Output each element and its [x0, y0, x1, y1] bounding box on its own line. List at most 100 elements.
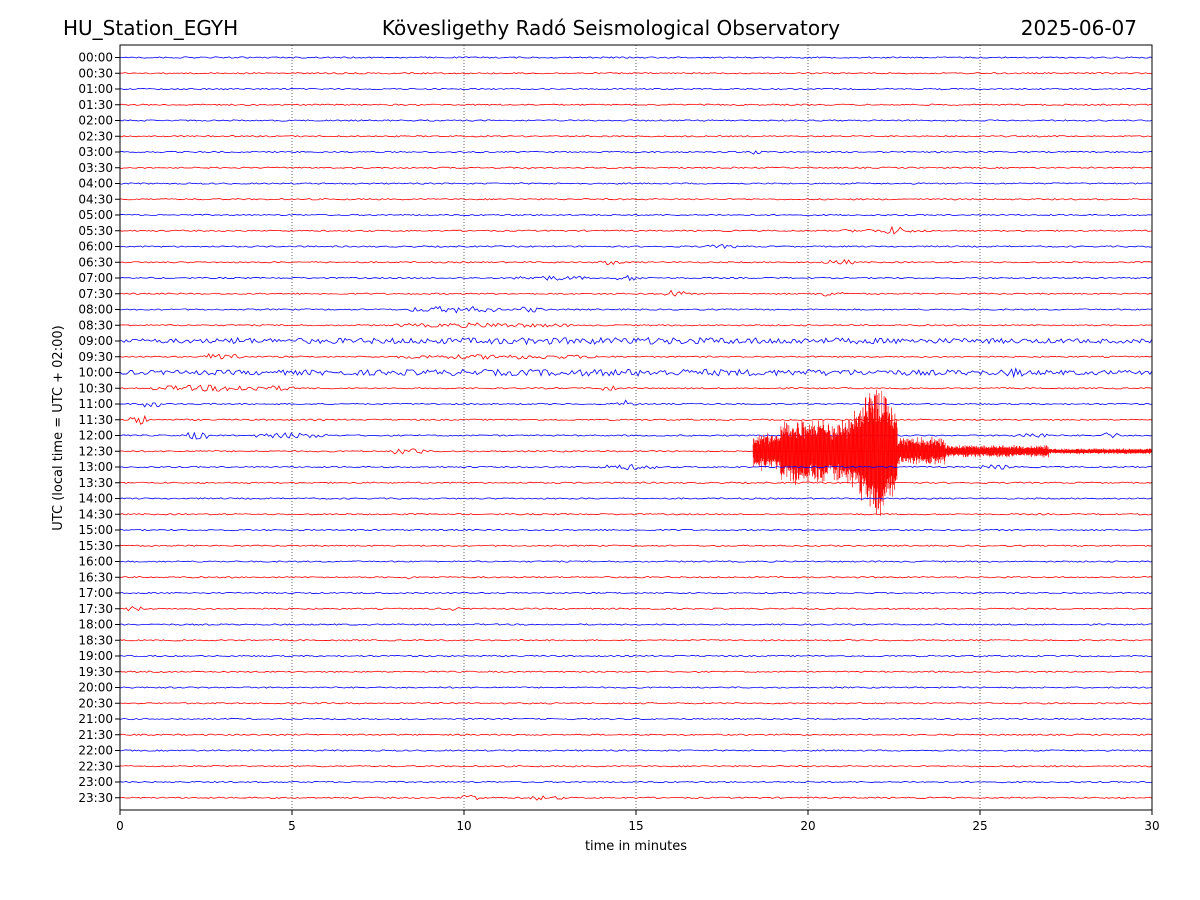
y-tick-label: 12:30	[78, 444, 113, 458]
y-tick-label: 09:30	[78, 350, 113, 364]
y-tick-label: 11:30	[78, 413, 113, 427]
x-tick-label: 30	[1144, 819, 1159, 833]
seismic-trace	[119, 639, 1153, 642]
y-tick-label: 21:30	[78, 728, 113, 742]
y-tick-label: 22:30	[78, 759, 113, 773]
event-waveform	[752, 389, 1153, 516]
seismic-trace	[119, 182, 1153, 185]
y-tick-label: 00:00	[78, 51, 113, 65]
y-tick-label: 01:30	[78, 98, 113, 112]
seismic-trace	[119, 56, 1153, 59]
seismic-trace	[119, 336, 1153, 346]
y-tick-label: 06:00	[78, 240, 113, 254]
seismic-trace	[119, 544, 1153, 547]
seismic-trace	[119, 225, 1153, 235]
x-axis: 0 5 10 15 20 25 30	[116, 810, 1160, 833]
y-tick-label: 10:30	[78, 381, 113, 395]
y-tick-label: 22:00	[78, 744, 113, 758]
seismic-trace	[119, 305, 1153, 314]
y-tick-label: 14:00	[78, 492, 113, 506]
seismic-trace	[119, 765, 1153, 768]
x-tick-label: 5	[288, 819, 296, 833]
y-tick-label: 03:30	[78, 161, 113, 175]
y-tick-label: 23:00	[78, 775, 113, 789]
seismic-trace	[119, 431, 1153, 440]
observatory-title: Kövesligethy Radó Seismological Observat…	[382, 16, 840, 40]
y-tick-label: 15:00	[78, 523, 113, 537]
seismic-trace	[119, 72, 1153, 75]
y-tick-label: 06:30	[78, 255, 113, 269]
seismic-trace	[119, 794, 1153, 801]
seismic-trace	[119, 119, 1153, 122]
seismic-trace	[119, 448, 1152, 455]
y-tick-label: 23:30	[78, 791, 113, 805]
seismic-trace	[119, 322, 1152, 328]
seismic-trace	[119, 497, 1153, 500]
y-tick-label: 14:30	[78, 507, 113, 521]
trace-group	[119, 56, 1153, 801]
seismic-trace	[119, 528, 1153, 532]
y-tick-label: 02:00	[78, 114, 113, 128]
seismic-trace	[119, 103, 1153, 106]
y-tick-label: 05:00	[78, 208, 113, 222]
seismic-trace	[119, 289, 1153, 297]
y-tick-label: 04:30	[78, 192, 113, 206]
seismic-trace	[119, 513, 1153, 516]
seismic-trace	[119, 702, 1153, 705]
y-axis-label: UTC (local time = UTC + 02:00)	[51, 325, 66, 530]
y-tick-label: 02:30	[78, 129, 113, 143]
y-tick-label: 07:00	[78, 271, 113, 285]
x-tick-label: 25	[972, 819, 987, 833]
y-tick-label: 16:00	[78, 555, 113, 569]
seismic-trace	[119, 576, 1153, 580]
seismic-trace	[119, 686, 1153, 689]
seismic-trace	[119, 353, 1153, 360]
seismic-trace	[119, 733, 1153, 736]
x-tick-label: 15	[628, 819, 643, 833]
y-tick-label: 15:30	[78, 539, 113, 553]
seismic-trace	[119, 606, 1153, 612]
seismic-trace	[119, 87, 1153, 91]
y-tick-label: 05:30	[78, 224, 113, 238]
station-title: HU_Station_EGYH	[63, 16, 238, 40]
seismic-trace	[119, 166, 1153, 170]
seismic-trace	[119, 481, 1153, 484]
x-axis-label: time in minutes	[585, 839, 687, 854]
y-tick-label: 17:00	[78, 586, 113, 600]
y-tick-label: 13:00	[78, 460, 113, 474]
seismic-trace	[119, 259, 1153, 266]
seismic-trace	[119, 463, 1153, 471]
y-tick-label: 19:00	[78, 649, 113, 663]
y-tick-label: 20:30	[78, 696, 113, 710]
seismic-trace	[119, 749, 1153, 752]
y-tick-label: 19:30	[78, 665, 113, 679]
y-tick-label: 20:00	[78, 681, 113, 695]
seismic-trace	[119, 670, 1153, 673]
seismic-trace	[119, 560, 1153, 563]
date-title: 2025-06-07	[1021, 16, 1137, 40]
y-tick-label: 01:00	[78, 82, 113, 96]
seismic-trace	[119, 213, 1153, 217]
seismic-trace	[119, 654, 1153, 658]
seismic-trace	[119, 198, 1153, 201]
seismic-trace	[119, 780, 1153, 784]
y-tick-label: 04:00	[78, 177, 113, 191]
x-tick-label: 10	[456, 819, 471, 833]
y-tick-label: 07:30	[78, 287, 113, 301]
y-tick-label: 13:30	[78, 476, 113, 490]
y-tick-label: 18:30	[78, 633, 113, 647]
x-tick-label: 20	[800, 819, 815, 833]
y-tick-label: 16:30	[78, 570, 113, 584]
y-tick-label: 21:00	[78, 712, 113, 726]
seismic-trace	[119, 591, 1153, 595]
y-tick-label: 17:30	[78, 602, 113, 616]
y-tick-label: 00:30	[78, 66, 113, 80]
y-tick-label: 18:00	[78, 618, 113, 632]
y-tick-label: 03:00	[78, 145, 113, 159]
y-tick-label: 08:30	[78, 318, 113, 332]
seismic-trace	[119, 717, 1153, 721]
seismic-trace	[119, 135, 1153, 138]
seismic-trace	[119, 244, 1153, 250]
seismic-trace	[119, 150, 1153, 155]
